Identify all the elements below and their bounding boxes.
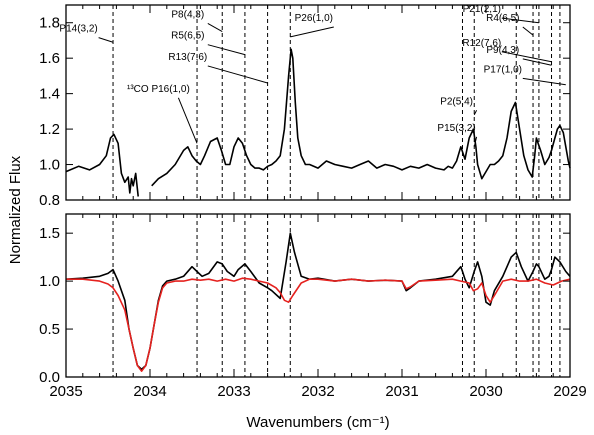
y-tick-label: 1.5: [39, 225, 60, 242]
annotation-label: P15(3,2): [437, 123, 475, 134]
annotation-label: R12(7,6): [462, 38, 501, 49]
annotation-leader: [473, 136, 478, 147]
annotation-label: P17(1,0): [484, 64, 522, 75]
x-axis-title: Wavenumbers (cm⁻¹): [246, 414, 389, 431]
annotation-label: R5(6,5): [171, 31, 204, 42]
y-tick-label: 0.8: [39, 192, 60, 209]
annotation-label: P21(2,1): [463, 4, 501, 15]
x-tick-label: 2034: [133, 383, 166, 400]
annotation-leader: [177, 97, 198, 144]
annotation-leader: [501, 17, 539, 24]
top-panel: 0.8 1.0 1.2 1.4 1.6 1.8 P14(3,2) P8(4,3) R5(6,5)…: [39, 4, 571, 209]
plot-frame: [65, 4, 571, 201]
x-tick-label: 2031: [385, 383, 418, 400]
spectrum-series: [66, 277, 571, 372]
y-tick-label: 1.8: [39, 15, 60, 32]
annotation-leader: [501, 51, 552, 63]
y-tick-label: 1.4: [39, 86, 60, 103]
annotation-label: P9(4,3): [486, 45, 519, 56]
annotation-label: P26(1,0): [295, 13, 333, 24]
annotation-leader: [522, 58, 552, 66]
x-tick-label: 2032: [301, 383, 334, 400]
annotation-leader: [522, 26, 534, 36]
x-tick-label: 2035: [49, 383, 82, 400]
annotation-leader: [98, 37, 114, 43]
y-tick-label: 0.0: [39, 369, 60, 386]
annotation-leader: [473, 110, 478, 116]
annotation-label: P8(4,3): [171, 9, 204, 20]
annotation-leader: [207, 65, 268, 84]
annotation-leader: [290, 26, 334, 38]
annotation-leader: [207, 44, 246, 56]
y-tick-label: 0.5: [39, 321, 60, 338]
y-tick-label: 1.2: [39, 121, 60, 138]
x-tick-label: 2029: [553, 383, 586, 400]
spectrum-series: [65, 48, 571, 197]
y-tick-label: 1.0: [39, 157, 60, 174]
annotation-label: R13(7,6): [168, 52, 207, 63]
annotation-leader: [522, 77, 566, 86]
spectrum-series: [65, 232, 571, 371]
annotation-leader: [207, 22, 223, 33]
annotation-label: P14(3,2): [59, 24, 97, 35]
annotation-label: P2(5,4): [440, 96, 473, 107]
x-tick-label: 2030: [469, 383, 502, 400]
y-tick-label: 1.6: [39, 50, 60, 67]
y-axis-title: Normalized Flux: [7, 155, 24, 264]
bottom-panel: 0.0 0.5 1.0 1.5 2035 2034 2033 2032 2031 2030 2029: [39, 213, 587, 400]
x-tick-label: 2033: [217, 383, 250, 400]
y-tick-label: 1.0: [39, 273, 60, 290]
annotation-label: ¹³CO P16(1,0): [127, 84, 190, 95]
annotation-label: R4(6,5): [486, 13, 519, 24]
